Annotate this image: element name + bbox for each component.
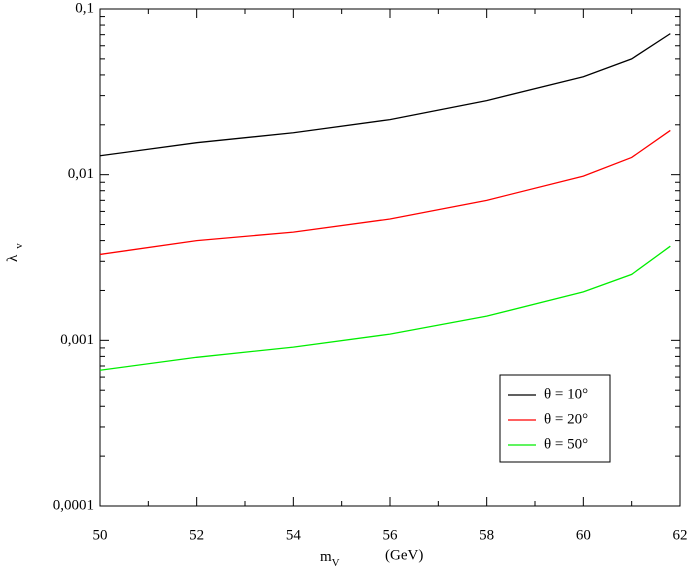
x-label-main: m: [320, 549, 332, 565]
legend-box: [499, 374, 611, 463]
legend-label: θ = 50°: [544, 436, 588, 452]
y-tick-label: 0,0001: [53, 497, 94, 513]
x-tick-label: 50: [93, 527, 108, 543]
x-axis-label: mV: [320, 549, 340, 568]
x-axis-unit: (GeV): [385, 547, 423, 563]
series-line: [99, 129, 671, 256]
series-line: [99, 33, 671, 157]
y-tick-label: 0,001: [60, 332, 94, 348]
x-tick-label: 56: [383, 527, 399, 543]
y-tick-label: 0,1: [75, 0, 94, 16]
y-tick-label: 0,01: [68, 166, 94, 182]
y-axis-label: λv: [5, 243, 24, 262]
x-tick-label: 60: [576, 527, 591, 543]
series-line: [99, 245, 671, 371]
plot-frame: [99, 8, 681, 507]
x-tick-label: 62: [673, 527, 688, 543]
legend-label: θ = 20°: [544, 411, 588, 427]
x-tick-label: 52: [189, 527, 204, 543]
y-label-main: λ: [5, 254, 21, 262]
x-label-sub: V: [332, 557, 340, 569]
legend-label: θ = 10°: [544, 386, 588, 402]
y-label-sub: v: [13, 243, 25, 249]
x-tick-label: 54: [286, 527, 302, 543]
x-tick-label: 58: [479, 527, 494, 543]
